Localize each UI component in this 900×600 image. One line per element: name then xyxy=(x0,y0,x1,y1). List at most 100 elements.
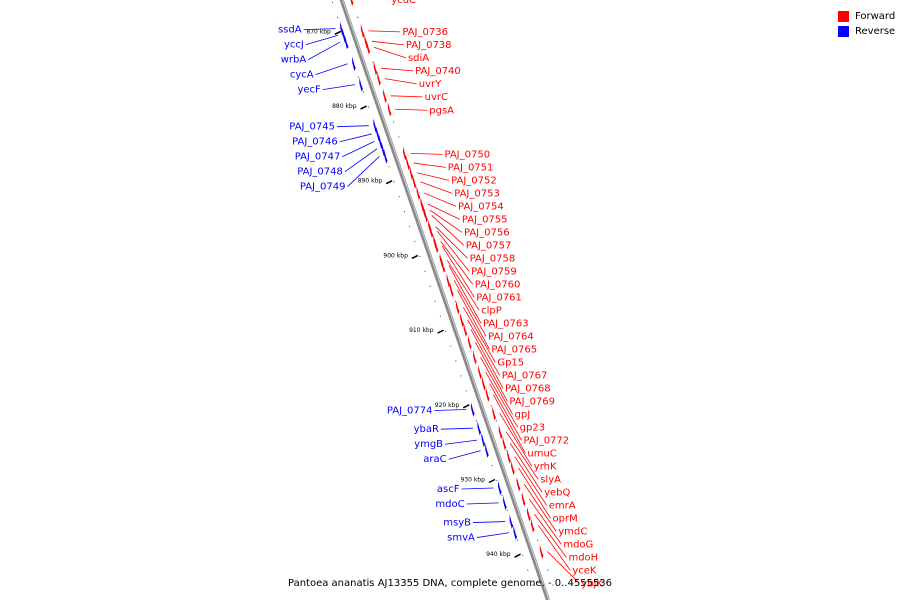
gene-leader-line xyxy=(381,67,414,72)
minor-tick xyxy=(409,225,411,228)
forward-gene-label: PAJ_0753 xyxy=(454,188,500,199)
forward-gene-feature xyxy=(502,435,507,451)
forward-gene-label: PAJ_0769 xyxy=(509,396,555,407)
gene-leader-line xyxy=(448,450,481,460)
minor-tick xyxy=(516,539,519,541)
forward-gene-label: yceK xyxy=(572,565,597,576)
forward-gene-label: emrA xyxy=(549,500,576,511)
gene-leader-line xyxy=(305,34,338,45)
reverse-gene-feature xyxy=(485,443,489,458)
gene-leader-line xyxy=(339,133,372,143)
reverse-gene-feature xyxy=(513,525,518,541)
forward-gene-feature xyxy=(350,0,354,6)
reverse-gene-label: msyB xyxy=(443,518,471,529)
minor-tick xyxy=(450,345,452,347)
forward-gene-label: slyA xyxy=(540,474,561,485)
gene-leader-line xyxy=(410,152,443,155)
forward-gene-feature xyxy=(492,406,496,421)
reverse-gene-label: ymgB xyxy=(414,439,443,450)
reverse-gene-feature xyxy=(344,34,349,50)
forward-gene-label: PAJ_0772 xyxy=(524,435,570,446)
reverse-gene-feature xyxy=(352,56,356,71)
gene-leader-line xyxy=(440,241,474,285)
gene-leader-line xyxy=(342,141,375,158)
gene-leader-line xyxy=(505,431,539,480)
gene-leader-line xyxy=(457,289,490,350)
gene-features xyxy=(340,0,544,559)
forward-gene-feature xyxy=(463,322,468,337)
gene-leader-line xyxy=(493,394,526,454)
reverse-gene-label: ascF xyxy=(437,484,460,495)
gene-leader-line xyxy=(509,442,543,493)
minor-tick xyxy=(521,554,524,556)
forward-gene-label: PAJ_0761 xyxy=(476,292,522,303)
reverse-gene-label: yecF xyxy=(297,85,321,96)
minor-tick xyxy=(552,584,554,586)
forward-gene-label: PAJ_0759 xyxy=(471,266,517,277)
kbp-tick-label: 900 kbp xyxy=(383,252,408,259)
minor-tick xyxy=(357,76,359,78)
minor-tick xyxy=(490,405,492,407)
kbp-tick xyxy=(488,478,496,484)
minor-tick xyxy=(372,61,374,63)
forward-gene-feature xyxy=(511,460,515,476)
genome-axis xyxy=(339,0,550,600)
forward-gene-label: gp23 xyxy=(520,422,545,433)
legend-reverse-label: Reverse xyxy=(855,26,896,37)
reverse-gene-feature xyxy=(481,432,486,448)
kbp-tick xyxy=(360,105,367,110)
forward-gene-label: PAJ_0764 xyxy=(488,331,534,342)
minor-tick xyxy=(465,390,467,392)
reverse-gene-label: PAJ_0746 xyxy=(292,137,338,148)
reverse-gene-label: PAJ_0748 xyxy=(297,167,343,178)
gene-leader-line xyxy=(485,371,519,428)
gene-leader-line xyxy=(547,551,580,584)
forward-gene-feature xyxy=(406,155,410,171)
gene-leader-line xyxy=(446,259,480,311)
minor-tick xyxy=(429,285,431,287)
forward-gene-label: PAJ_0760 xyxy=(475,279,521,290)
gene-leader-line xyxy=(417,172,450,181)
gene-leader-line xyxy=(467,319,501,376)
forward-gene-feature xyxy=(455,299,460,315)
forward-gene-feature xyxy=(366,40,371,55)
kbp-tick-label: 890 kbp xyxy=(358,178,383,185)
reverse-gene-feature xyxy=(509,514,514,529)
forward-gene-label: PAJ_0738 xyxy=(406,40,452,51)
gene-leader-line xyxy=(448,265,482,324)
minor-tick xyxy=(398,196,400,198)
kbp-tick-label: 930 kbp xyxy=(460,476,485,483)
forward-gene-feature xyxy=(424,208,428,223)
gene-leader-line xyxy=(518,467,551,519)
forward-gene-feature xyxy=(373,60,378,76)
forward-gene-feature xyxy=(387,102,392,117)
minor-tick xyxy=(455,360,457,362)
forward-gene-label: PAJ_0750 xyxy=(444,149,490,160)
gene-leader-line xyxy=(489,383,522,441)
forward-gene-feature xyxy=(377,71,381,86)
reverse-gene-label: mdoC xyxy=(435,499,464,510)
kbp-tick xyxy=(385,180,393,185)
minor-tick xyxy=(414,240,416,243)
minor-tick xyxy=(460,375,462,377)
reverse-gene-label: cycA xyxy=(290,70,314,81)
kbp-tick xyxy=(462,404,470,409)
minor-tick xyxy=(424,270,426,272)
reverse-gene-label: araC xyxy=(423,454,446,465)
forward-gene-label: PAJ_0763 xyxy=(483,318,529,329)
minor-tick xyxy=(506,450,508,452)
reverse-gene-label: smvA xyxy=(447,533,475,544)
forward-gene-feature xyxy=(473,349,477,365)
reverse-gene-feature xyxy=(503,495,507,511)
legend: Forward Reverse xyxy=(838,9,895,39)
forward-gene-label: ycdC xyxy=(391,0,416,6)
minor-tick xyxy=(454,300,456,302)
minor-tick xyxy=(419,255,421,258)
reverse-gene-feature xyxy=(477,420,482,436)
gene-leader-line xyxy=(395,108,428,111)
forward-gene-feature xyxy=(482,376,486,391)
minor-tick xyxy=(501,494,503,497)
gene-leader-line xyxy=(466,502,499,505)
gene-leader-line xyxy=(499,413,533,467)
gene-leader-line xyxy=(534,513,567,558)
